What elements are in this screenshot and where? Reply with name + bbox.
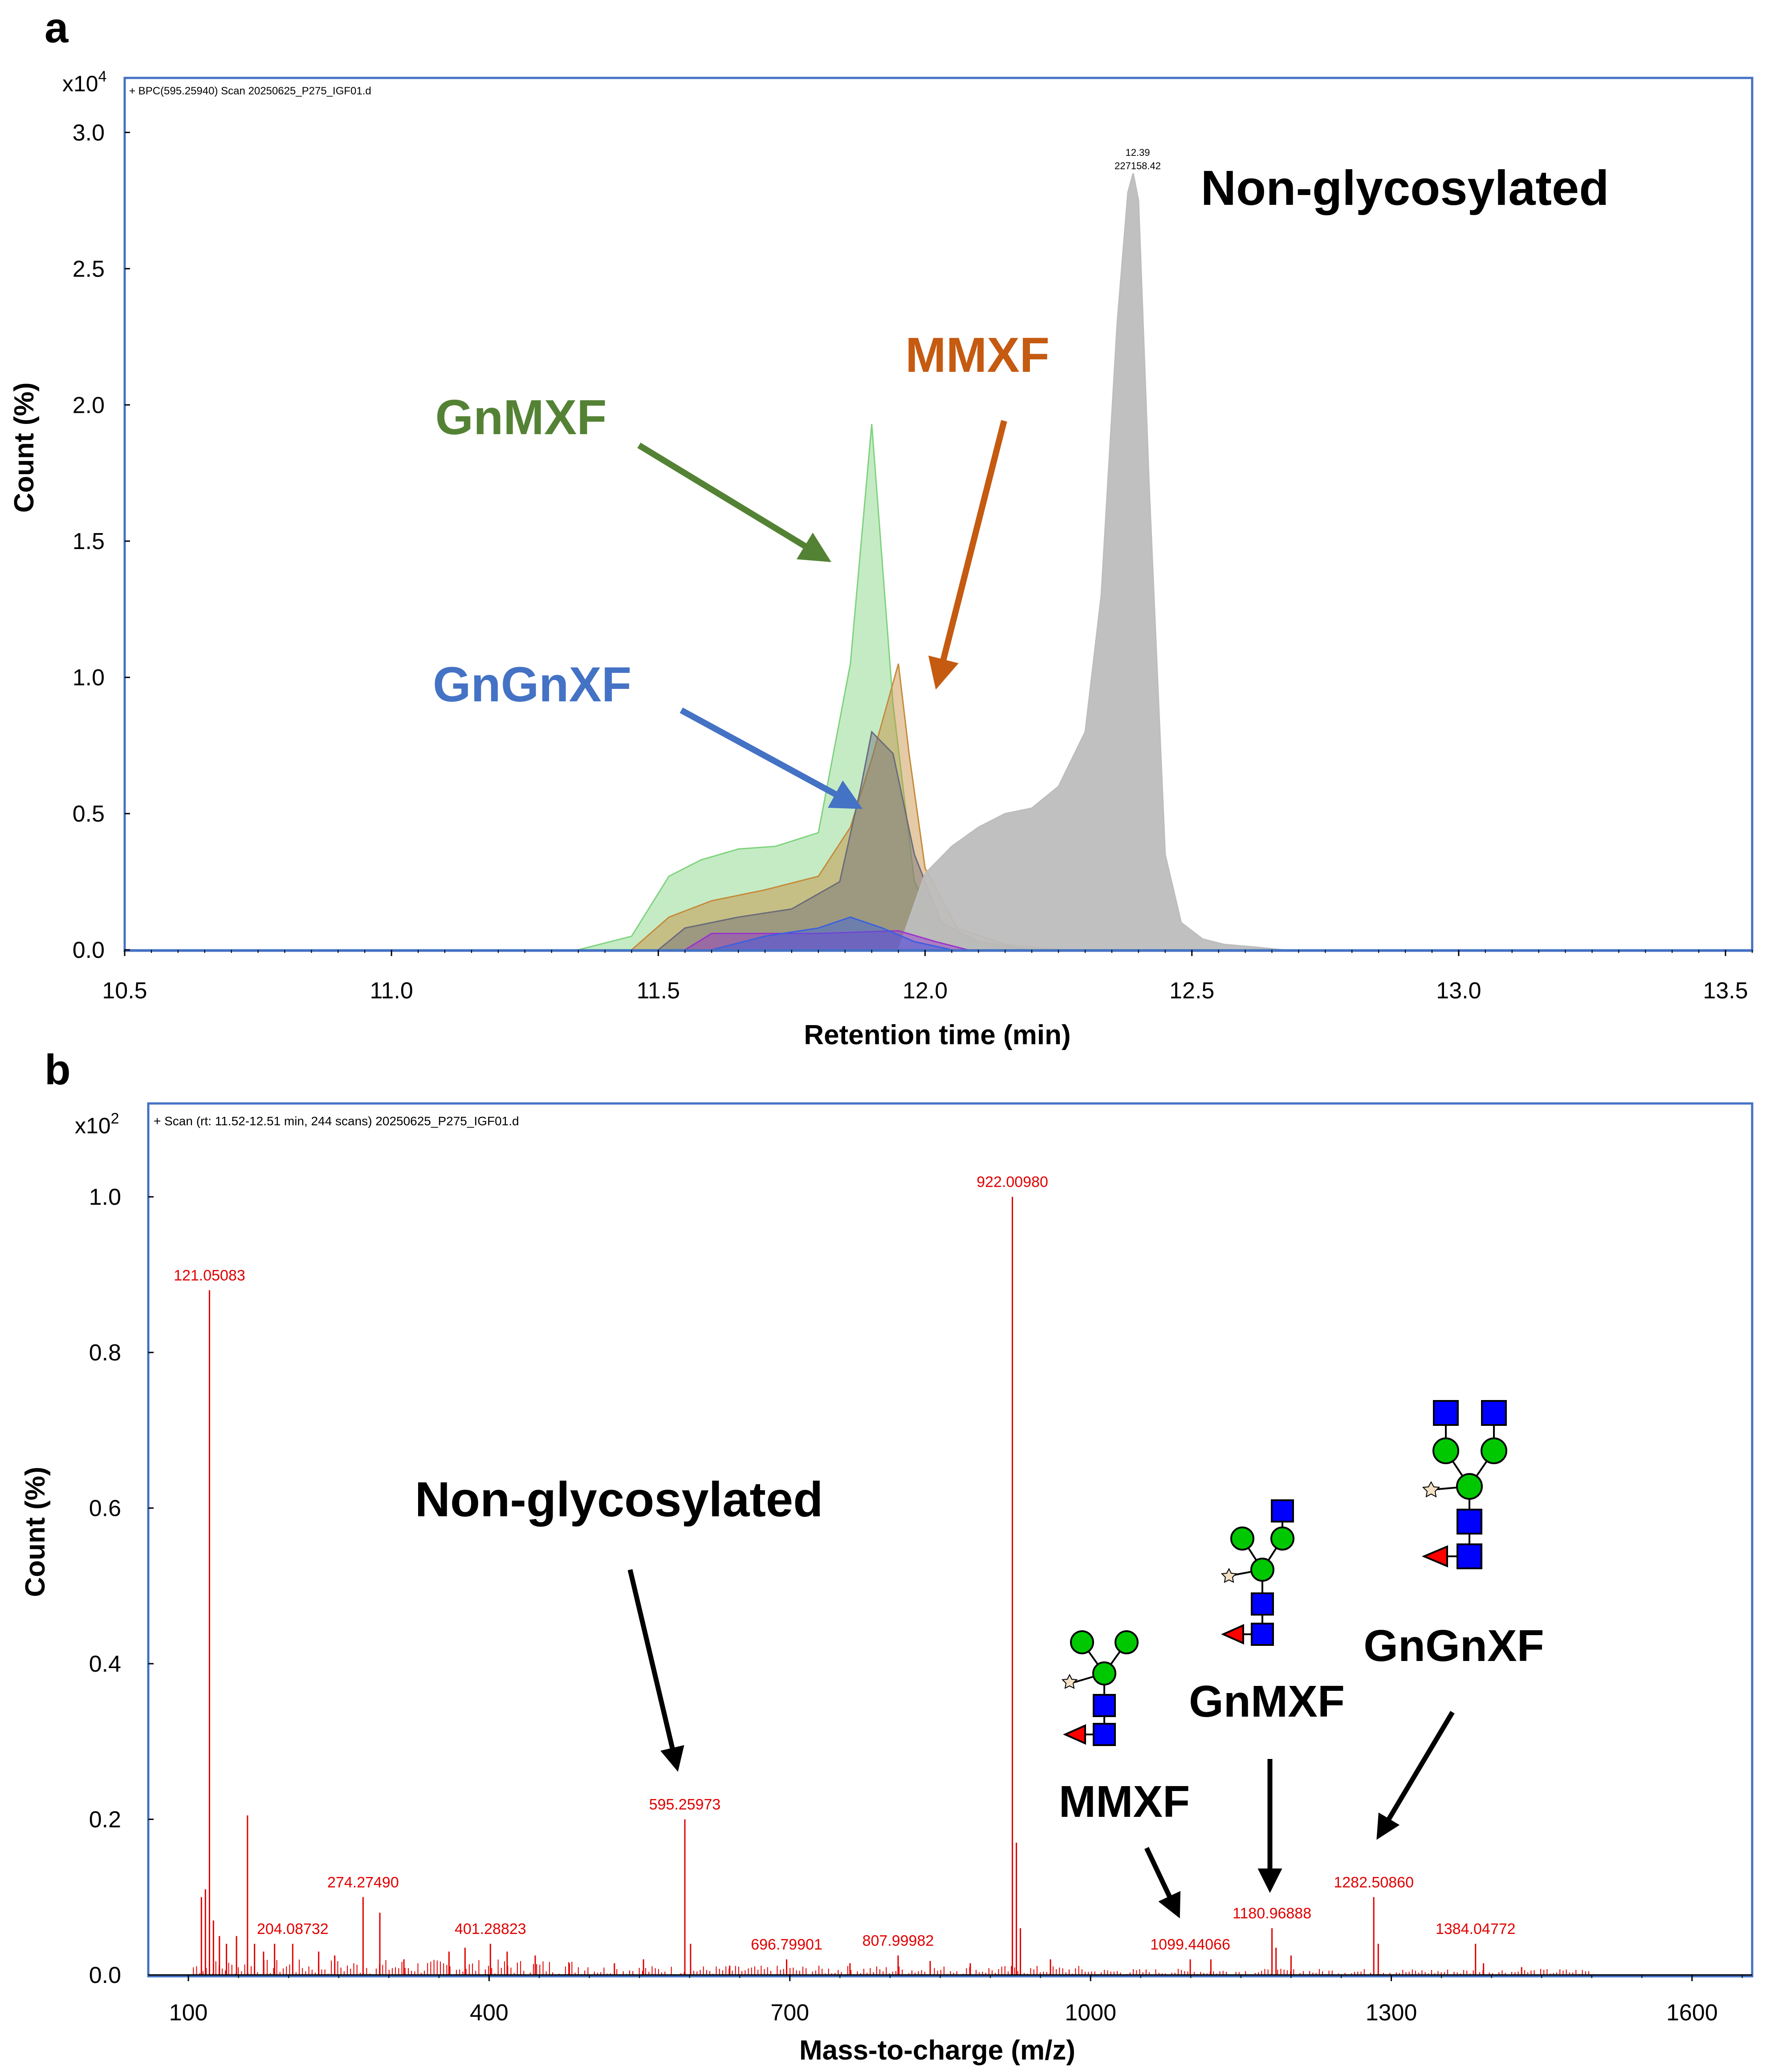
peak-label-204-08732: 204.08732 xyxy=(257,1921,329,1938)
panel-b-multiplier: x102 xyxy=(75,1110,119,1138)
panel-b-peak-layer: 121.05083 204.08732 274.27490 401.28823 595.… xyxy=(148,1174,1752,1976)
panel-b-ytick-label: 0.0 xyxy=(89,1962,121,1988)
annotation-a-non-glycosylated: Non-glycosylated xyxy=(1201,161,1609,216)
panel-a-xtick-label: 11.0 xyxy=(370,978,413,1004)
panel-a-ytick-label: 1.0 xyxy=(73,665,105,691)
peak-label-807-99982: 807.99982 xyxy=(863,1932,934,1949)
peak-label-401-28823: 401.28823 xyxy=(455,1921,526,1938)
peak-label-1384-04772: 1384.04772 xyxy=(1436,1921,1516,1938)
peak-label-1099-44066: 1099.44066 xyxy=(1150,1936,1230,1953)
peak-label-rt: 12.39 xyxy=(1125,147,1150,158)
peak-label-274-27490: 274.27490 xyxy=(327,1874,399,1891)
arrow-b-non-glycosylated xyxy=(627,1569,684,1772)
arrow-b-mmxf xyxy=(1144,1847,1181,1918)
panel-b-xtick-label: 1300 xyxy=(1366,2000,1417,2026)
panel-a-letter: a xyxy=(45,4,69,52)
panel-a-ytick-label: 1.5 xyxy=(73,529,105,554)
peak-label-696-79901: 696.79901 xyxy=(751,1936,822,1953)
glycan-mmxf-icon xyxy=(1061,1630,1139,1746)
peak-label-intensity: 227158.42 xyxy=(1115,160,1161,171)
panel-a-multiplier: x104 xyxy=(62,68,107,96)
panel-b: b x102 + Scan (rt: 11.52-12.51 min, 244 … xyxy=(20,1046,1754,2066)
panel-b-plot-frame xyxy=(147,1102,1754,1978)
panel-b-scan-label: + Scan (rt: 11.52-12.51 min, 244 scans) … xyxy=(154,1114,519,1128)
panel-a-axes: 0.0 0.5 1.0 1.5 2.0 2.5 3.0 10.5 11.0 11.5 12.0 12.… xyxy=(73,120,1753,1004)
panel-a-xtick-label: 12.0 xyxy=(903,978,948,1004)
arrow-a-gnmxf xyxy=(637,443,831,562)
panel-b-ytick-label: 0.8 xyxy=(89,1340,121,1366)
panel-b-xtick-label: 1000 xyxy=(1065,2000,1116,2026)
series-area-blue xyxy=(711,916,952,951)
panel-a-ytick-label: 0.5 xyxy=(73,801,105,827)
panel-a-ytick-label: 2.0 xyxy=(73,392,105,418)
panel-b-xtick-label: 400 xyxy=(470,2000,509,2026)
panel-a-xtick-label: 10.5 xyxy=(102,978,147,1004)
panel-a-xtick-label: 12.5 xyxy=(1169,978,1214,1004)
peak-label-1282-50860: 1282.50860 xyxy=(1334,1874,1414,1891)
annotation-a-gnmxf: GnMXF xyxy=(435,390,607,445)
peak-label-922-00980: 922.00980 xyxy=(976,1174,1048,1191)
arrow-a-mmxf xyxy=(928,420,1007,690)
panel-a-xtick-label: 13.5 xyxy=(1703,978,1748,1004)
glycan-gngnxf-icon xyxy=(1421,1400,1507,1569)
panel-b-x-axis-label: Mass-to-charge (m/z) xyxy=(799,2035,1075,2066)
panel-b-xtick-label: 100 xyxy=(169,2000,208,2026)
panel-a-ytick-label: 3.0 xyxy=(73,120,105,146)
peak-label-121-05083: 121.05083 xyxy=(174,1267,245,1284)
panel-a-xtick-label: 11.5 xyxy=(637,978,680,1004)
annotation-b-mmxf: MMXF xyxy=(1059,1777,1190,1827)
annotation-b-non-glycosylated: Non-glycosylated xyxy=(415,1472,823,1527)
panel-a-x-axis-label: Retention time (min) xyxy=(804,1020,1070,1050)
peak-label-595-25973: 595.25973 xyxy=(649,1796,721,1813)
panel-b-ytick-label: 0.4 xyxy=(89,1651,121,1677)
panel-b-letter: b xyxy=(45,1046,71,1094)
panel-a-ytick-label: 0.0 xyxy=(73,937,105,963)
glycan-gnmxf-icon xyxy=(1221,1499,1294,1646)
panel-a-series-layer xyxy=(125,173,1752,951)
panel-b-ytick-label: 0.6 xyxy=(89,1496,121,1522)
peak-label-1180-96888: 1180.96888 xyxy=(1233,1905,1311,1922)
panel-b-ytick-label: 1.0 xyxy=(89,1185,121,1210)
panel-b-xtick-label: 1600 xyxy=(1666,2000,1718,2026)
annotation-b-gngnxf: GnGnXF xyxy=(1363,1621,1544,1671)
panel-b-xtick-label: 700 xyxy=(770,2000,809,2026)
arrow-a-gngnxf xyxy=(679,707,863,809)
annotation-b-gnmxf: GnMXF xyxy=(1189,1677,1345,1726)
panel-a: a x104 + BPC(595.25940) Scan 20250625_P2… xyxy=(9,4,1754,1050)
series-area-non-glycosylated xyxy=(897,173,1283,951)
panel-b-axes: 0.0 0.2 0.4 0.6 0.8 1.0 100 400 700 1000 1300 1600 xyxy=(89,1185,1743,2026)
panel-a-scan-label: + BPC(595.25940) Scan 20250625_P275_IGF0… xyxy=(129,85,371,97)
panel-a-xtick-label: 13.0 xyxy=(1436,978,1481,1004)
annotation-a-gngnxf: GnGnXF xyxy=(433,657,631,712)
panel-b-y-axis-label: Count (%) xyxy=(20,1467,51,1597)
panel-a-plot-frame xyxy=(123,77,1754,952)
panel-a-ytick-label: 2.5 xyxy=(73,256,105,282)
panel-b-ytick-label: 0.2 xyxy=(89,1807,121,1833)
annotation-a-mmxf: MMXF xyxy=(905,328,1050,383)
panel-a-y-axis-label: Count (%) xyxy=(9,383,40,513)
arrow-b-gngnxf xyxy=(1376,1711,1455,1840)
